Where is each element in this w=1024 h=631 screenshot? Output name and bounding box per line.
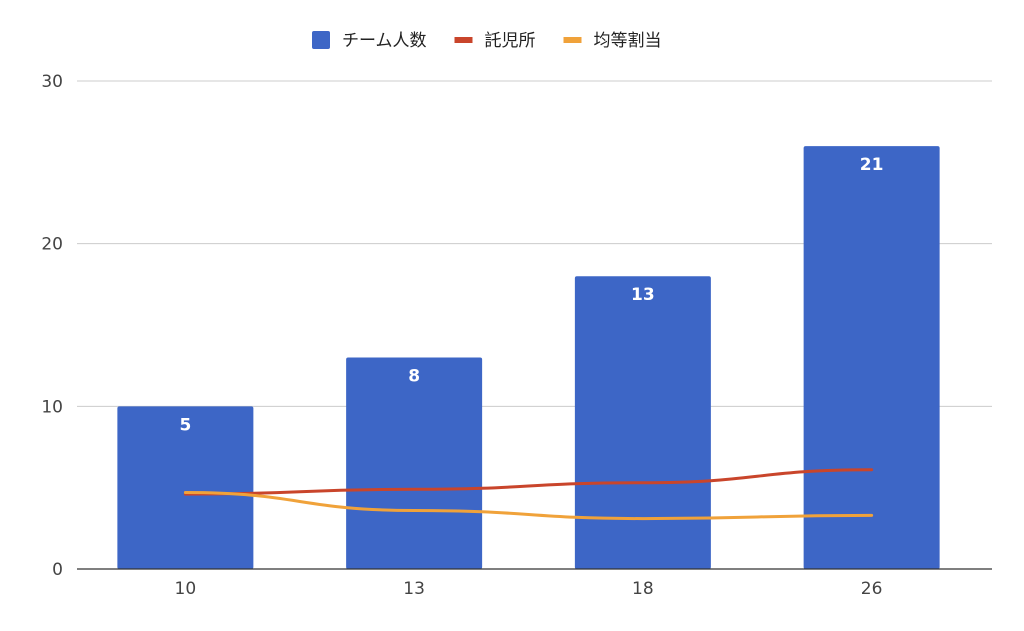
y-tick-label: 10 bbox=[41, 397, 63, 417]
bar-data-label: 13 bbox=[631, 285, 655, 305]
legend-label: チーム人数 bbox=[342, 31, 427, 51]
y-tick-label: 20 bbox=[41, 235, 63, 255]
bar-18 bbox=[574, 276, 711, 569]
bar-13 bbox=[346, 357, 483, 569]
y-tick-label: 0 bbox=[52, 560, 63, 580]
y-axis-tick-labels: 0 10 20 30 bbox=[41, 72, 63, 580]
bar-data-label: 8 bbox=[408, 367, 420, 387]
line-series bbox=[183, 468, 874, 521]
legend-item: 均等割当 bbox=[563, 31, 662, 51]
legend-swatch-square bbox=[312, 31, 330, 49]
line-series-1 bbox=[183, 468, 874, 496]
bar-data-labels: 5 8 13 21 bbox=[179, 155, 883, 435]
line-series-2 bbox=[183, 491, 874, 521]
bar-series bbox=[117, 146, 940, 570]
x-tick-label: 10 bbox=[175, 579, 197, 599]
bar-data-label: 5 bbox=[179, 415, 191, 435]
x-tick-label: 26 bbox=[861, 579, 883, 599]
bar-26 bbox=[803, 146, 940, 570]
legend-item: チーム人数 bbox=[312, 31, 427, 51]
x-axis-tick-labels: 10 13 18 26 bbox=[175, 579, 883, 599]
bar-data-label: 21 bbox=[860, 155, 884, 175]
legend-swatch-line bbox=[454, 37, 473, 43]
bar-10 bbox=[117, 406, 254, 569]
y-tick-label: 30 bbox=[41, 72, 63, 92]
x-tick-label: 18 bbox=[632, 579, 654, 599]
x-tick-label: 13 bbox=[403, 579, 425, 599]
legend-label: 均等割当 bbox=[594, 31, 662, 51]
legend-swatch-line bbox=[563, 37, 582, 43]
chart-legend: チーム人数 託児所 均等割当 bbox=[312, 31, 662, 51]
legend-item: 託児所 bbox=[454, 31, 536, 51]
legend-label: 託児所 bbox=[485, 31, 536, 51]
